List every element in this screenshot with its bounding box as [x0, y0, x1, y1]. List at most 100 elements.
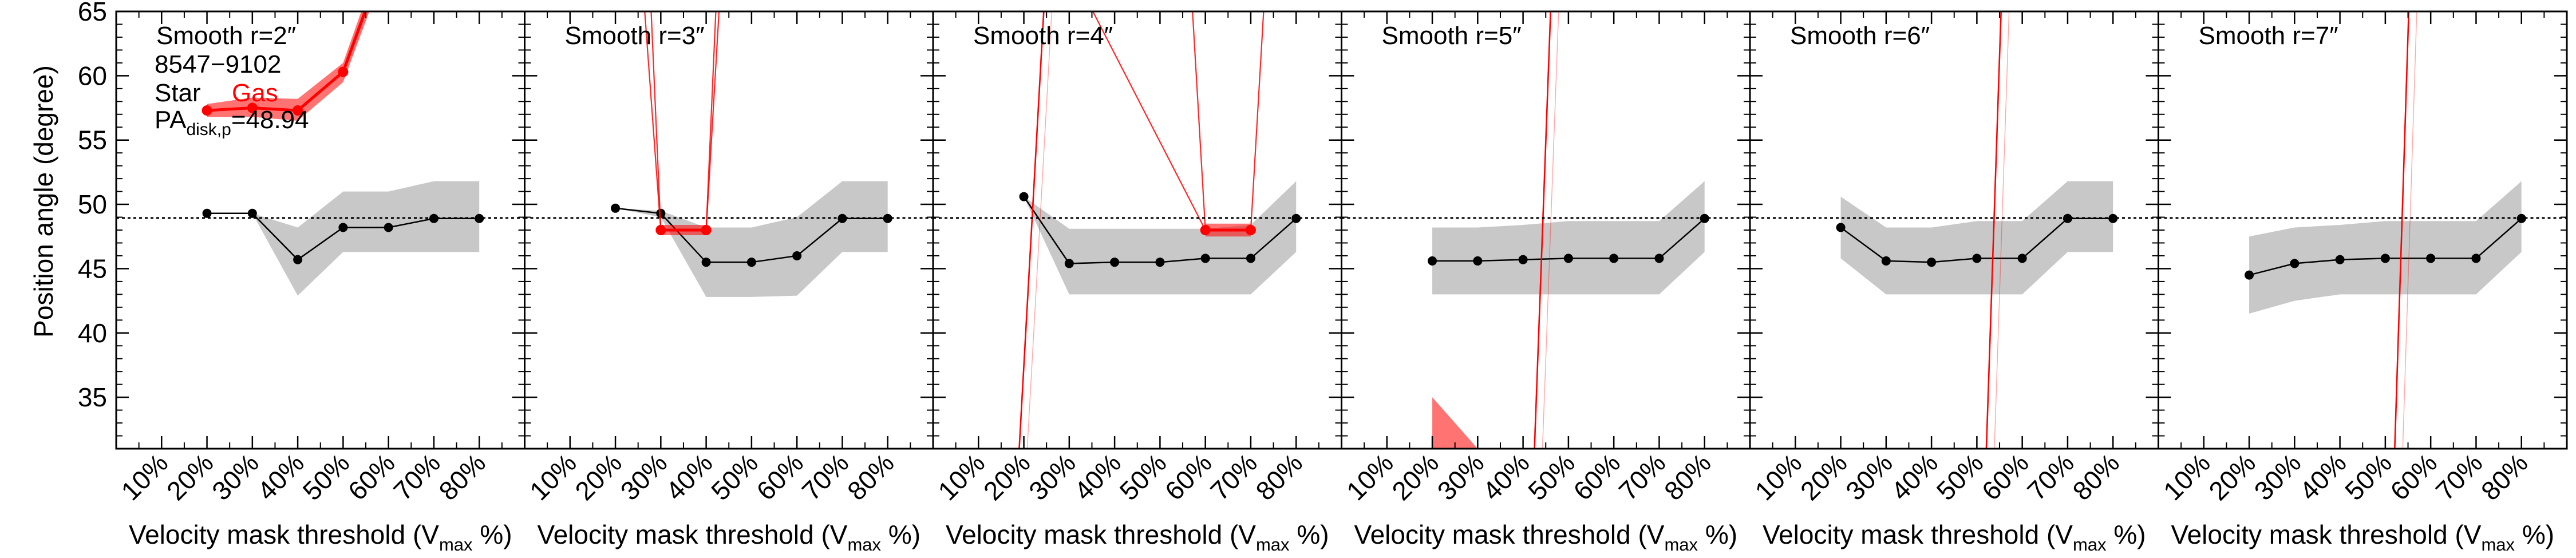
panel-title: Smooth r=2″: [156, 22, 296, 50]
star-point: [1473, 256, 1483, 266]
x-tick-label: 10%: [524, 448, 582, 506]
star-point: [746, 258, 756, 267]
x-tick-label: 50%: [1931, 448, 1989, 506]
x-axis-label: Velocity mask threshold (Vmax %): [946, 520, 1329, 555]
star-point: [202, 208, 212, 218]
star-point: [247, 208, 257, 218]
panel-5: 10%20%30%40%50%60%70%80% Smooth r=6″ Veloc…: [1749, 10, 2159, 555]
x-axis-label-main: Velocity mask threshold (V: [537, 520, 847, 549]
star-point: [1110, 258, 1120, 267]
panel-3: 10%20%30%40%50%60%70%80% Smooth r=4″ Veloc…: [932, 10, 1342, 555]
star-point: [1155, 258, 1165, 267]
legend-pa-main: PA: [155, 106, 187, 134]
star-point: [1019, 192, 1029, 201]
gas-error-spike: [650, 11, 662, 231]
gas-point: [1200, 225, 1211, 235]
x-tick-label: 70%: [1613, 448, 1672, 506]
x-axis-label-main: Velocity mask threshold (V: [129, 520, 439, 549]
gas-point: [202, 105, 212, 116]
x-axis-label-main: Velocity mask threshold (V: [946, 520, 1256, 549]
x-tick-label: 80%: [2067, 448, 2125, 506]
legend: 8547−9102 Star Gas PAdisk,p=48.94: [155, 50, 309, 139]
x-tick-label: 60%: [342, 448, 401, 506]
x-tick-label: 70%: [796, 448, 855, 506]
x-tick-label: 30%: [1432, 448, 1490, 506]
star-point: [1836, 223, 1846, 232]
x-axis-label-tail: %): [1698, 520, 1737, 549]
gas-uncertainty-wedge: [1432, 397, 1478, 449]
x-tick-label: 40%: [1068, 448, 1127, 506]
y-tick-label: 60: [78, 61, 107, 90]
star-uncertainty-band: [207, 181, 480, 296]
gas-error-spike: [644, 11, 662, 231]
y-axis-label: Position angle (degree): [29, 65, 58, 338]
x-tick-label: 20%: [978, 448, 1036, 506]
star-uncertainty-band: [1432, 181, 1705, 295]
x-tick-label: 80%: [841, 448, 900, 506]
plot-area: [116, 11, 525, 296]
panel-title: Smooth r=3″: [565, 22, 705, 50]
legend-pa-tail: =48.94: [231, 106, 309, 134]
panel-title: Smooth r=6″: [1790, 22, 1930, 50]
star-point: [1881, 256, 1891, 266]
gas-point: [338, 66, 349, 77]
x-tick-label: 20%: [569, 448, 627, 506]
x-tick-label: 10%: [1341, 448, 1399, 506]
star-point: [1428, 256, 1437, 266]
legend-pa-disk: PAdisk,p=48.94: [155, 106, 309, 139]
x-tick-label: 60%: [2384, 448, 2443, 506]
x-axis-label-tail: %): [2107, 520, 2146, 549]
y-tick-label: 50: [78, 189, 107, 219]
star-point: [701, 258, 711, 267]
x-axis-label-main: Velocity mask threshold (V: [2171, 520, 2481, 549]
gas-steep-line: [1985, 11, 2002, 449]
x-tick-label: 30%: [2249, 448, 2307, 506]
panel-title: Smooth r=4″: [973, 22, 1113, 50]
star-point: [1246, 254, 1255, 263]
star-point: [2380, 254, 2390, 263]
gas-steep-line-faint: [1994, 11, 2010, 449]
x-tick-label: 70%: [2430, 448, 2488, 506]
x-tick-label: 80%: [2475, 448, 2534, 506]
gas-error-spike: [1250, 11, 1265, 231]
y-tick-label: 35: [78, 382, 107, 412]
star-point: [384, 223, 393, 232]
x-axis-label: Velocity mask threshold (Vmax %): [2171, 520, 2554, 555]
x-axis-label-sub: max: [1664, 535, 1698, 555]
star-uncertainty-band: [1024, 181, 1297, 295]
x-axis-label-sub: max: [1256, 535, 1290, 555]
x-axis-label-main: Velocity mask threshold (V: [1763, 520, 2073, 549]
x-tick-label: 70%: [388, 448, 446, 506]
x-axis-label: Velocity mask threshold (Vmax %): [537, 520, 920, 555]
x-axis-label: Velocity mask threshold (Vmax %): [1354, 520, 1737, 555]
x-tick-label: 30%: [1840, 448, 1898, 506]
x-tick-label: 10%: [1749, 448, 1807, 506]
x-tick-label: 40%: [251, 448, 310, 506]
star-point: [2471, 254, 2481, 263]
x-tick-label: 50%: [1114, 448, 1172, 506]
x-axis-label: Velocity mask threshold (Vmax %): [129, 520, 512, 555]
panel-title: Smooth r=5″: [1382, 22, 1522, 50]
star-point: [293, 255, 303, 264]
gas-error-spike: [705, 11, 717, 231]
star-point: [1972, 254, 1982, 263]
gas-point: [655, 225, 666, 235]
x-axis-label: Velocity mask threshold (Vmax %): [1763, 520, 2146, 555]
x-tick-label: 60%: [1159, 448, 1218, 506]
panel-1: 35 40 45 50 55 60 65 10%20%30%40%50%60%70%80% Sm…: [78, 0, 526, 555]
x-tick-label: 60%: [750, 448, 809, 506]
gas-steep-line-faint: [2402, 11, 2417, 449]
star-point: [2290, 259, 2300, 268]
y-tick-label: 45: [78, 254, 107, 283]
star-point: [2335, 255, 2345, 264]
star-uncertainty-band: [2249, 181, 2522, 314]
gas-point: [701, 225, 712, 235]
plot-area: [2158, 11, 2567, 449]
x-tick-label: 80%: [433, 448, 491, 506]
x-tick-label: 70%: [2021, 448, 2080, 506]
star-point: [2017, 254, 2027, 263]
x-tick-label: 80%: [1658, 448, 1717, 506]
star-point: [1654, 254, 1664, 263]
star-point: [1200, 254, 1210, 263]
x-tick-label: 40%: [2294, 448, 2352, 506]
